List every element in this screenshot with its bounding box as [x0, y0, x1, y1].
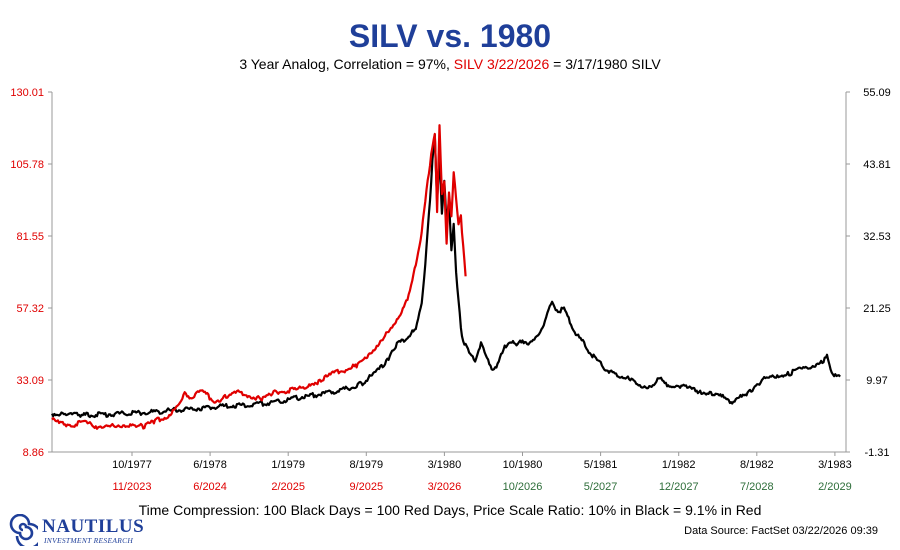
- subtitle-suffix: = 3/17/1980 SILV: [553, 56, 661, 72]
- x-tick-label-1977: 1/1982: [662, 459, 696, 471]
- x-axis-ticks: 10/1977 6/1978 1/1979 8/1979 3/1980 10/1980 5/…: [112, 452, 852, 493]
- subtitle-red-date: SILV 3/22/2026: [453, 56, 550, 72]
- right-tick-label: -1.31: [864, 447, 889, 459]
- left-tick-label: 57.32: [16, 303, 44, 315]
- x-tick-label-2023: 12/2027: [659, 481, 699, 493]
- left-tick-label: 33.09: [16, 375, 44, 387]
- x-tick-label-2023: 9/2025: [349, 481, 383, 493]
- nautilus-shell-icon: [9, 514, 38, 546]
- right-tick-label: 55.09: [863, 87, 891, 99]
- logo-name: NAUTILUS: [42, 516, 145, 537]
- x-tick-label-1977: 8/1982: [740, 459, 774, 471]
- x-tick-label-2023: 10/2026: [503, 481, 543, 493]
- x-tick-label-2023: 3/2026: [428, 481, 462, 493]
- x-tick-label-2023: 2/2025: [271, 481, 305, 493]
- left-tick-label: 81.55: [16, 231, 44, 243]
- x-tick-label-2023: 5/2027: [584, 481, 618, 493]
- x-tick-label-1977: 3/1983: [818, 459, 852, 471]
- x-tick-label-2023: 7/2028: [740, 481, 774, 493]
- left-tick-label: 130.01: [10, 87, 44, 99]
- x-tick-label-1977: 8/1979: [349, 459, 383, 471]
- right-tick-label: 9.97: [866, 375, 887, 387]
- chart-subtitle: 3 Year Analog, Correlation = 97%, SILV 3…: [0, 56, 900, 72]
- subtitle-prefix: 3 Year Analog, Correlation = 97%,: [239, 56, 450, 72]
- x-tick-label-1977: 10/1977: [112, 459, 152, 471]
- footnote: Time Compression: 100 Black Days = 100 R…: [138, 502, 762, 518]
- x-tick-label-1977: 3/1980: [428, 459, 462, 471]
- chart-axes: [51, 92, 847, 453]
- x-tick-label-1977: 5/1981: [584, 459, 618, 471]
- series-lines: [51, 124, 841, 430]
- left-tick-label: 105.78: [10, 159, 44, 171]
- data-source: Data Source: FactSet 03/22/2026 09:39: [684, 525, 878, 537]
- x-tick-label-1977: 6/1978: [193, 459, 227, 471]
- x-tick-label-1977: 1/1979: [271, 459, 305, 471]
- chart-svg: 130.01 105.78 81.55 57.32 33.09 8.86 55.09 43.…: [10, 87, 891, 493]
- x-tick-label-2023: 2/2029: [818, 481, 852, 493]
- right-axis-ticks: 55.09 43.81 32.53 21.25 9.97 -1.31: [846, 87, 891, 459]
- series-line-silv-2026: [51, 124, 467, 430]
- chart-title: SILV vs. 1980: [348, 18, 552, 54]
- left-tick-label: 8.86: [23, 447, 44, 459]
- x-tick-label-2023: 11/2023: [113, 481, 152, 493]
- logo-tagline: INVESTMENT RESEARCH: [44, 536, 134, 545]
- right-tick-label: 32.53: [863, 231, 891, 243]
- series-line-silv-1980: [51, 133, 841, 419]
- x-tick-label-1977: 10/1980: [503, 459, 543, 471]
- x-tick-label-2023: 6/2024: [193, 481, 227, 493]
- nautilus-logo: NAUTILUS INVESTMENT RESEARCH: [8, 514, 168, 548]
- right-tick-label: 21.25: [863, 303, 891, 315]
- left-axis-ticks: 130.01 105.78 81.55 57.32 33.09 8.86: [10, 87, 52, 459]
- right-tick-label: 43.81: [863, 159, 891, 171]
